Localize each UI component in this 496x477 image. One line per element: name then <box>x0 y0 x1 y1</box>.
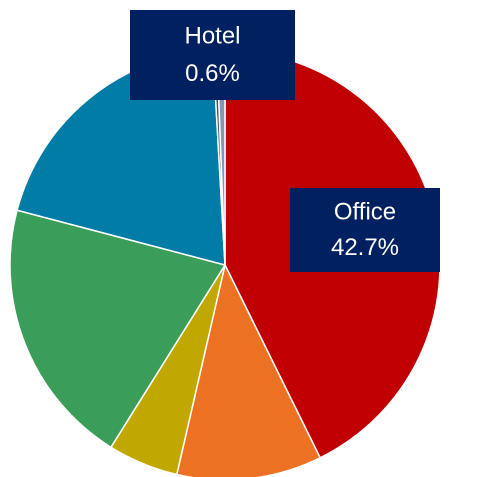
value-label: 42.7% <box>331 234 399 261</box>
pie-slice <box>9 209 227 449</box>
label-box <box>130 10 295 100</box>
category-label: Hotel <box>184 22 240 49</box>
label-box <box>290 188 440 272</box>
category-label: Office <box>334 199 396 226</box>
labels: Office 42.7% Hotel 0.6% <box>130 10 440 272</box>
pie-slice <box>175 262 322 477</box>
value-label: 0.6% <box>185 60 240 87</box>
